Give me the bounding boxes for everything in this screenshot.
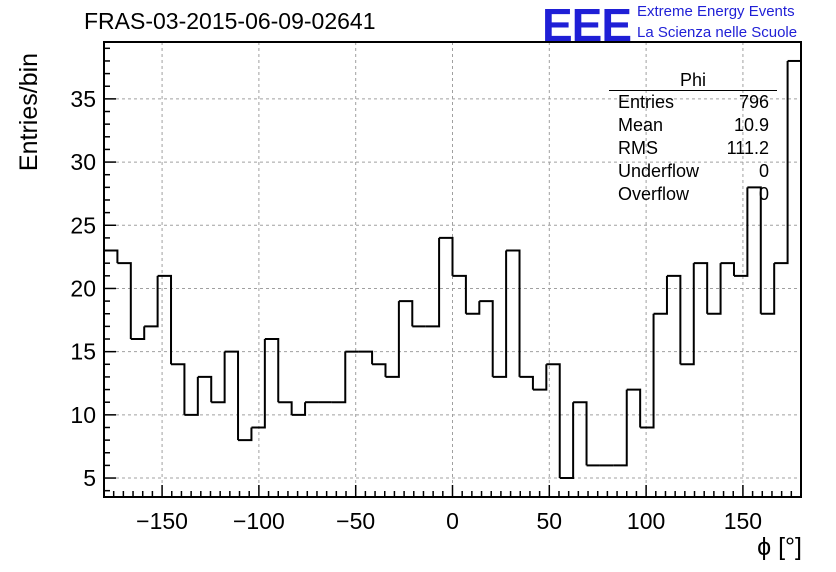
stats-box: Phi Entries 796 Mean 10.9 RMS 111.2 Unde… [609, 70, 777, 206]
histogram-bin [264, 338, 280, 403]
histogram-bin [519, 375, 534, 390]
histogram-bin [747, 186, 762, 314]
stats-row-overflow: Overflow 0 [609, 183, 777, 206]
histogram-bin [506, 249, 521, 377]
histogram-bin [130, 326, 146, 341]
stats-value: 111.2 [726, 138, 769, 158]
histogram-bin [238, 427, 253, 442]
histogram-bin [640, 313, 655, 429]
histogram-bin [211, 351, 226, 404]
histogram-bin [452, 274, 467, 314]
histogram-bin [331, 351, 347, 404]
x-tick-label: −50 [336, 508, 375, 534]
stats-value: 10.9 [733, 115, 769, 135]
y-tick-label: 10 [70, 402, 96, 428]
stats-value: 0 [758, 184, 769, 204]
histogram-bin [573, 401, 588, 466]
y-tick-label: 30 [70, 149, 96, 175]
histogram-bin [117, 262, 132, 340]
logo-line-2: La Scienza nelle Scuole [637, 24, 798, 41]
histogram-bin [251, 339, 266, 429]
histogram-bin [157, 274, 173, 365]
histogram-bin [559, 402, 575, 480]
stats-label: RMS [618, 138, 658, 158]
y-tick-label: 25 [70, 212, 96, 238]
stats-box-title: Phi [609, 70, 777, 91]
x-tick-label: 100 [627, 508, 665, 534]
stats-row-entries: Entries 796 [609, 91, 777, 114]
stats-label: Mean [618, 115, 664, 135]
histogram-bin [613, 389, 628, 467]
histogram-bin [197, 375, 213, 403]
x-tick-label: 50 [537, 508, 563, 534]
histogram-bin [465, 301, 481, 315]
eee-logo-icon: EEE [542, 0, 632, 51]
histogram-bin [358, 350, 374, 365]
histogram-bin [546, 363, 561, 479]
histogram-bin [774, 60, 789, 265]
histogram-bin [492, 250, 508, 378]
histogram-bin [626, 388, 642, 428]
y-tick-label: 35 [70, 86, 96, 112]
chart-title: FRAS-03-2015-06-09-02641 [84, 8, 376, 34]
histogram-bin [760, 263, 776, 315]
histogram-bin [291, 402, 307, 416]
logo-line-1: Extreme Energy Events [637, 3, 795, 20]
stats-row-underflow: Underflow 0 [609, 160, 777, 183]
histogram-bin [184, 376, 199, 416]
stats-label: Underflow [618, 161, 700, 181]
histogram-bin [733, 187, 749, 277]
stats-row-mean: Mean 10.9 [609, 114, 777, 137]
histogram-bin [104, 249, 119, 264]
x-tick-label: −100 [233, 508, 285, 534]
y-axis-ticks: 5 10 15 20 25 30 35 [70, 47, 116, 492]
histogram-bin [693, 262, 709, 314]
x-tick-label: 0 [446, 508, 459, 534]
x-tick-label: −150 [136, 508, 188, 534]
histogram-bin [532, 364, 548, 391]
histogram-bin [385, 301, 400, 378]
stats-value: 0 [758, 161, 769, 181]
histogram-bars [104, 59, 801, 480]
histogram-bin [680, 263, 695, 366]
histogram-bin [144, 275, 159, 328]
y-tick-label: 5 [83, 465, 96, 491]
y-axis-label: Entries/bin [15, 52, 43, 172]
histogram-bin [425, 237, 441, 328]
histogram-bin [171, 363, 186, 415]
histogram-bin [479, 300, 494, 377]
stats-label: Overflow [618, 184, 690, 204]
histogram-bin [439, 236, 454, 276]
x-tick-label: 150 [724, 508, 762, 534]
histogram-bin [707, 263, 722, 315]
histogram-bin [372, 363, 387, 377]
x-axis-label: ϕ [°] [757, 533, 802, 561]
stats-value: 796 [738, 92, 769, 112]
stats-label: Entries [618, 92, 675, 112]
histogram-bin [720, 262, 735, 276]
y-tick-label: 20 [70, 275, 96, 301]
grid-lines [104, 42, 801, 497]
x-axis-ticks: −150 −100 −50 0 50 100 150 [112, 485, 793, 534]
histogram-bin [398, 300, 414, 327]
histogram-bin [653, 275, 668, 315]
y-tick-label: 15 [70, 339, 96, 365]
stats-row-rms: RMS 111.2 [609, 137, 777, 160]
histogram-bin [278, 401, 293, 415]
histogram-bin [666, 274, 682, 365]
histogram-bin [224, 350, 240, 441]
